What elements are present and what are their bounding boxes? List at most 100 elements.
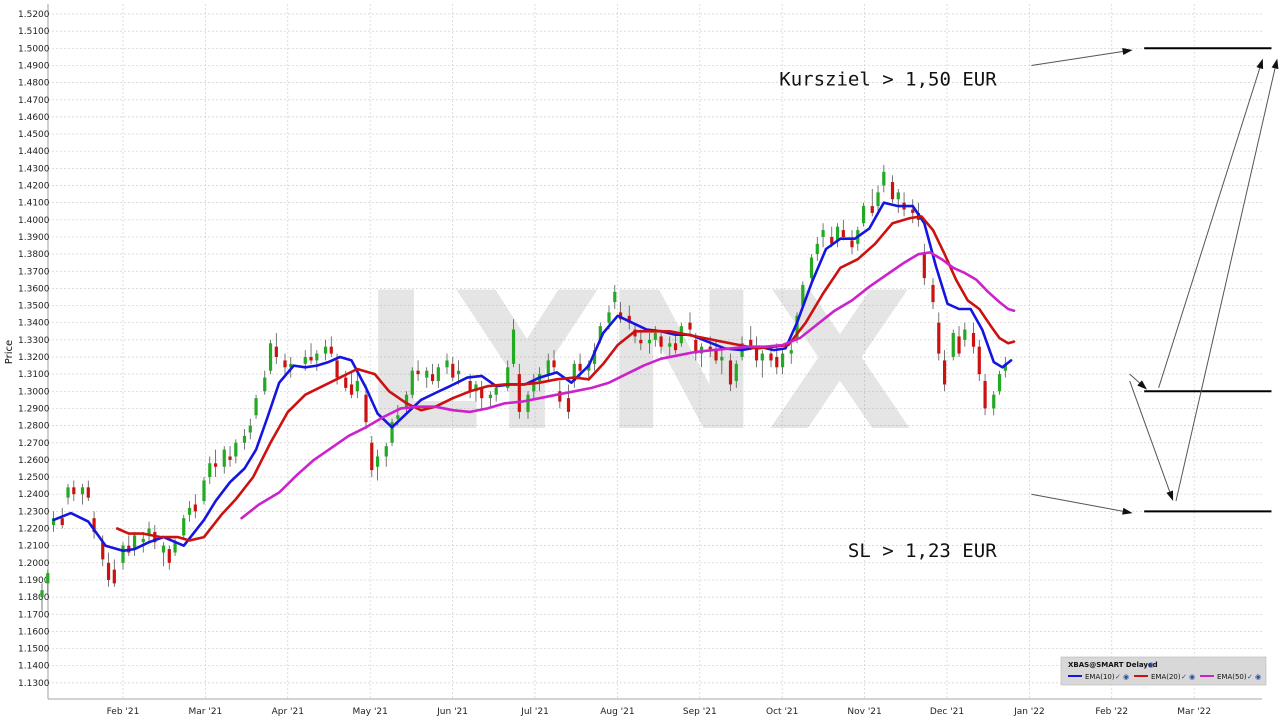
candle — [1003, 357, 1007, 378]
candle — [182, 514, 186, 539]
candle — [815, 236, 819, 261]
candle — [456, 360, 461, 385]
candle — [566, 384, 571, 419]
candle — [526, 391, 530, 419]
candle — [234, 439, 238, 464]
candle — [613, 284, 617, 309]
y-tick-label: 1.4600 — [18, 113, 50, 123]
y-tick-label: 1.3600 — [18, 284, 50, 294]
candle — [902, 192, 906, 217]
candle — [92, 511, 96, 539]
candle — [821, 223, 825, 248]
y-tick-label: 1.4800 — [18, 79, 50, 89]
candle — [425, 367, 429, 388]
x-tick-label: Dec '21 — [930, 707, 964, 717]
x-tick-label: May '21 — [352, 707, 387, 717]
candle — [760, 350, 764, 378]
candle — [167, 545, 171, 570]
candle — [132, 531, 137, 556]
y-tick-label: 1.1300 — [18, 679, 50, 689]
legend-entry: EMA(10) — [1085, 673, 1115, 681]
candle — [364, 384, 368, 430]
candle — [86, 480, 90, 502]
legend-title: XBAS@SMART Delayed — [1068, 661, 1158, 669]
candle — [370, 435, 374, 478]
candle — [430, 363, 435, 385]
annotations: Kursziel > 1,50 EUR SL > 1,23 EUR — [779, 68, 997, 562]
scenario-arrow — [1031, 48, 1133, 66]
y-tick-label: 1.2800 — [18, 422, 50, 432]
y-tick-label: 1.4200 — [18, 182, 50, 192]
candle — [983, 374, 987, 416]
candle — [263, 370, 267, 395]
candle — [436, 363, 440, 388]
candle — [517, 363, 521, 419]
x-tick-label: Mar '21 — [189, 707, 223, 717]
y-tick-label: 1.2500 — [18, 473, 50, 483]
candle — [870, 188, 874, 217]
legend-check-icon[interactable]: ✓ — [1115, 673, 1121, 681]
x-tick-label: Sep '21 — [683, 707, 717, 717]
y-tick-label: 1.1600 — [18, 627, 50, 637]
candle — [890, 175, 895, 203]
candle — [416, 360, 420, 382]
lynx-watermark: LYNX — [361, 252, 920, 473]
x-tick-label: Jul '21 — [520, 707, 549, 717]
x-tick-label: Jan '22 — [1013, 707, 1045, 717]
y-tick-label: 1.5100 — [18, 27, 50, 37]
legend-check-icon[interactable]: ✓ — [1181, 673, 1187, 681]
candle — [809, 254, 814, 282]
candle — [40, 583, 44, 611]
candle — [480, 381, 484, 409]
x-tick-label: Aug '21 — [600, 707, 634, 717]
legend-check-icon[interactable]: ✓ — [1247, 673, 1253, 681]
candle — [633, 322, 637, 344]
y-tick-label: 1.1800 — [18, 593, 50, 603]
candle — [754, 336, 759, 368]
legend-entry: EMA(50) — [1217, 673, 1247, 681]
candle — [937, 312, 941, 361]
candle — [780, 350, 785, 375]
candle — [957, 326, 961, 357]
y-tick-label: 1.2100 — [18, 542, 50, 552]
y-tick-label: 1.3200 — [18, 353, 50, 363]
legend-entry: EMA(20) — [1151, 673, 1181, 681]
x-tick-label: Mar '22 — [1177, 707, 1211, 717]
candle — [390, 418, 394, 447]
annotation-label: Kursziel > 1,50 EUR — [779, 68, 997, 90]
price-levels — [1144, 47, 1272, 513]
candle — [728, 353, 733, 392]
y-tick-label: 1.1900 — [18, 576, 50, 586]
x-axis-ticks: Feb '21 Mar '21 Apr '21 May '21 Jun '21 Jul '… — [107, 707, 1211, 717]
y-tick-label: 1.3500 — [18, 302, 50, 312]
x-tick-label: Feb '21 — [107, 707, 140, 717]
legend: XBAS@SMART Delayed ◉ EMA(10) ✓ ◉ EMA(20) ✓ ◉ E… — [1060, 656, 1267, 686]
candle — [896, 188, 900, 213]
y-tick-label: 1.4700 — [18, 96, 50, 106]
candle — [861, 202, 866, 227]
y-tick-label: 1.2000 — [18, 559, 50, 569]
y-tick-label: 1.2600 — [18, 456, 50, 466]
candle — [112, 559, 116, 587]
y-tick-label: 1.3900 — [18, 233, 50, 243]
candle — [222, 446, 226, 474]
y-tick-label: 1.5000 — [18, 44, 50, 54]
candle — [46, 569, 50, 594]
candle — [161, 542, 166, 567]
candle — [882, 164, 886, 193]
candle — [942, 350, 947, 392]
legend-globe-icon: ◉ — [1148, 661, 1154, 669]
candle — [323, 339, 328, 361]
candle — [922, 243, 926, 285]
candle — [951, 329, 955, 361]
y-tick-label: 1.3000 — [18, 387, 50, 397]
candle — [639, 329, 643, 351]
y-tick-label: 1.2300 — [18, 507, 50, 517]
candle — [127, 535, 131, 556]
y-tick-label: 1.2400 — [18, 490, 50, 500]
candle — [445, 353, 449, 375]
candle — [187, 501, 192, 522]
y-tick-label: 1.4500 — [18, 130, 50, 140]
candle — [451, 357, 455, 382]
